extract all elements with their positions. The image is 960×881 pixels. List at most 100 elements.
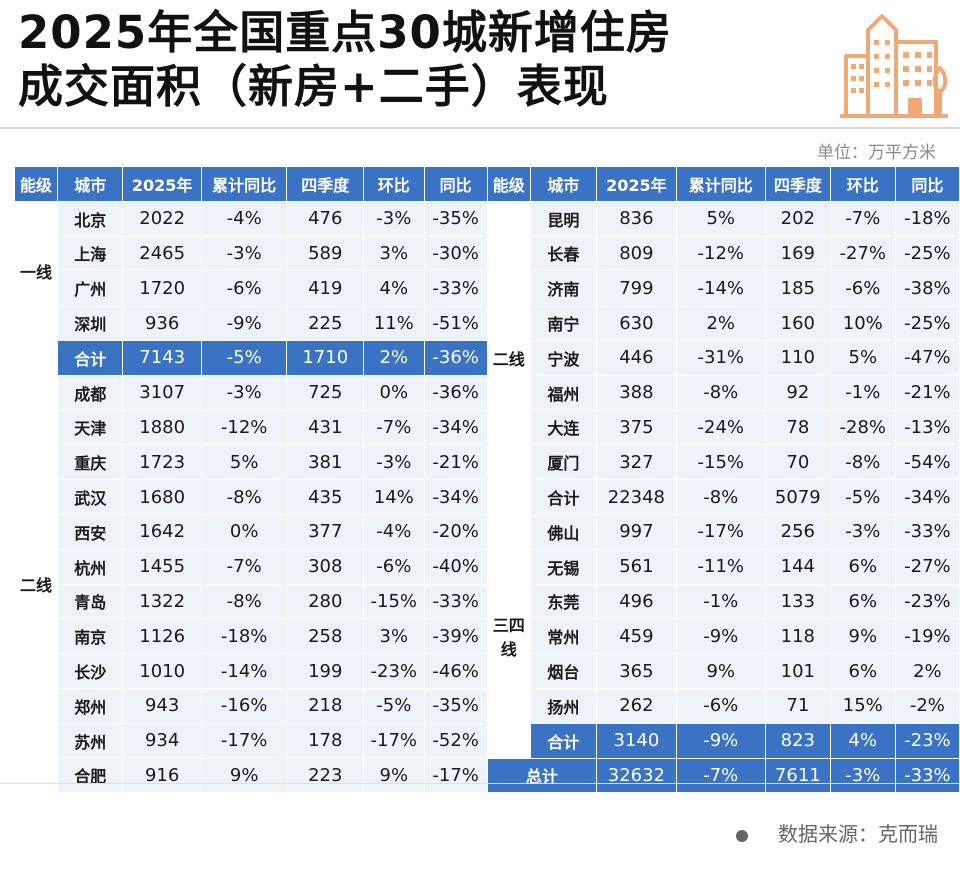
left-yoy-cell: -36%: [424, 375, 488, 411]
left-q4-cell: 178: [287, 723, 365, 759]
left-mom-cell: 0%: [364, 375, 425, 411]
right-cumulative-yoy-cell: -9%: [676, 723, 766, 759]
right-yoy-cell: -25%: [895, 306, 960, 341]
left-value-2025-cell: 916: [123, 758, 202, 794]
header-mom: 环比: [364, 167, 425, 202]
right-value-2025-cell: 799: [597, 271, 677, 307]
left-cumulative-yoy-cell: -18%: [201, 619, 288, 655]
right-mom-cell: 15%: [830, 688, 896, 724]
right-yoy-cell: -2%: [895, 688, 960, 724]
left-value-2025-cell: 7143: [123, 340, 202, 376]
level-blank: [15, 340, 59, 376]
left-yoy-cell: -20%: [424, 514, 488, 550]
left-q4-cell: 308: [287, 549, 365, 585]
left-cumulative-yoy-cell: -3%: [201, 375, 288, 411]
left-q4-cell: 589: [287, 236, 365, 272]
table-row: 武汉 1680 -8% 435 14% -34% 合计 22348 -8% 5079 -5% -34%: [15, 480, 960, 515]
right-q4-cell: 5079: [765, 480, 831, 515]
left-value-2025-cell: 3107: [123, 375, 202, 411]
right-value-2025-cell: 375: [597, 410, 677, 446]
left-cumulative-yoy-cell: -6%: [201, 271, 288, 307]
right-mom-cell: 4%: [830, 723, 896, 759]
right-mom-cell: -7%: [830, 201, 896, 237]
left-value-2025-cell: 1322: [123, 584, 202, 620]
header-city: 城市: [530, 167, 598, 202]
left-cumulative-yoy-cell: 5%: [201, 445, 288, 481]
left-city-cell: 重庆: [58, 445, 124, 481]
table-row: 郑州 943 -16% 218 -5% -35% 扬州 262 -6% 71 15% -2%: [15, 688, 960, 724]
left-q4-cell: 225: [287, 306, 365, 341]
right-cumulative-yoy-cell: -15%: [676, 445, 766, 481]
right-value-2025-cell: 388: [597, 375, 677, 411]
left-cumulative-yoy-cell: 9%: [201, 758, 288, 794]
right-city-cell: 烟台: [530, 654, 598, 689]
level-tier2-right: 二线: [487, 201, 531, 515]
right-city-cell: 济南: [530, 271, 598, 307]
right-cumulative-yoy-cell: 5%: [676, 201, 766, 237]
total-cumulative-yoy-cell: -7%: [676, 758, 766, 794]
right-value-2025-cell: 561: [597, 549, 677, 585]
left-city-cell: 苏州: [58, 723, 124, 759]
left-q4-cell: 476: [287, 201, 365, 237]
right-city-cell: 昆明: [530, 201, 598, 237]
data-table: 能级 城市 2025年 累计同比 四季度 环比 同比 能级 城市 2025年 累…: [15, 167, 960, 794]
left-mom-cell: -3%: [364, 201, 425, 237]
left-city-cell: 深圳: [58, 306, 124, 341]
total-mom-cell: -3%: [830, 758, 896, 794]
right-mom-cell: -5%: [830, 480, 896, 515]
table-row: 合肥 916 9% 223 9% -17% 总计 32632 -7% 7611 -3% -33%: [15, 758, 960, 794]
left-cumulative-yoy-cell: -8%: [201, 480, 288, 515]
title-line-2: 成交面积（新房+二手）表现: [18, 60, 609, 113]
right-value-2025-cell: 22348: [597, 480, 677, 515]
left-mom-cell: -3%: [364, 445, 425, 481]
right-mom-cell: 6%: [830, 584, 896, 620]
right-q4-cell: 92: [765, 375, 831, 411]
right-cumulative-yoy-cell: -24%: [676, 410, 766, 446]
table-row: 长沙 1010 -14% 199 -23% -46% 烟台 365 9% 101 6% 2%: [15, 654, 960, 689]
left-mom-cell: -6%: [364, 549, 425, 585]
right-mom-cell: 6%: [830, 654, 896, 689]
left-cumulative-yoy-cell: -3%: [201, 236, 288, 272]
left-value-2025-cell: 2022: [123, 201, 202, 237]
header-level: 能级: [15, 167, 59, 202]
left-city-cell: 成都: [58, 375, 124, 411]
right-yoy-cell: -21%: [895, 375, 960, 411]
right-q4-cell: 202: [765, 201, 831, 237]
left-yoy-cell: -46%: [424, 654, 488, 689]
right-q4-cell: 185: [765, 271, 831, 307]
table-row: 二线 成都 3107 -3% 725 0% -36% 福州 388 -8% 92 -1% -21%: [15, 375, 960, 794]
right-q4-cell: 256: [765, 514, 831, 550]
left-yoy-cell: -52%: [424, 723, 488, 759]
left-value-2025-cell: 1642: [123, 514, 202, 550]
left-q4-cell: 223: [287, 758, 365, 794]
table-row: 杭州 1455 -7% 308 -6% -40% 无锡 561 -11% 144 6% -27%: [15, 549, 960, 585]
total-q4-cell: 7611: [765, 758, 831, 794]
right-q4-cell: 823: [765, 723, 831, 759]
header-cumulative-yoy: 累计同比: [201, 167, 288, 202]
right-value-2025-cell: 459: [597, 619, 677, 655]
left-city-cell: 长沙: [58, 654, 124, 689]
right-city-cell: 合计: [530, 480, 598, 515]
left-city-cell: 青岛: [58, 584, 124, 620]
right-mom-cell: -27%: [830, 236, 896, 272]
left-mom-cell: 11%: [364, 306, 425, 341]
left-cumulative-yoy-cell: -4%: [201, 201, 288, 237]
left-yoy-cell: -36%: [424, 340, 488, 376]
left-q4-cell: 431: [287, 410, 365, 446]
right-cumulative-yoy-cell: -12%: [676, 236, 766, 272]
left-value-2025-cell: 934: [123, 723, 202, 759]
right-cumulative-yoy-cell: -8%: [676, 375, 766, 411]
right-city-cell: 合计: [530, 723, 598, 759]
right-city-cell: 无锡: [530, 549, 598, 585]
header-level: 能级: [487, 167, 531, 202]
left-mom-cell: 2%: [364, 340, 425, 376]
source-text: 数据来源：克而瑞: [778, 822, 938, 846]
left-value-2025-cell: 1680: [123, 480, 202, 515]
left-mom-cell: 4%: [364, 271, 425, 307]
right-yoy-cell: -25%: [895, 236, 960, 272]
left-mom-cell: 3%: [364, 236, 425, 272]
header-yoy: 同比: [895, 167, 960, 202]
left-yoy-cell: -39%: [424, 619, 488, 655]
left-q4-cell: 419: [287, 271, 365, 307]
left-mom-cell: 9%: [364, 758, 425, 794]
